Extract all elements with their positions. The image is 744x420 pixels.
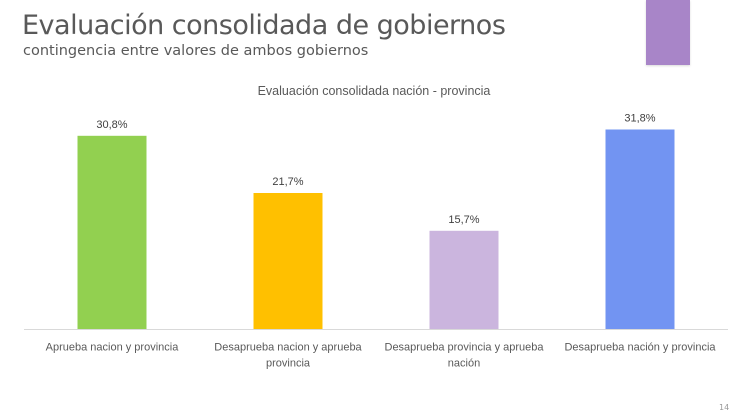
category-label-line: Aprueba nacion y provincia (46, 342, 180, 354)
data-label-4: 31,8% (624, 113, 655, 125)
data-label-1: 30,8% (96, 119, 127, 131)
category-label-line: nación (448, 358, 480, 370)
category-label-line: provincia (266, 358, 311, 370)
category-label-line: Desaprueba nación y provincia (564, 342, 716, 354)
category-label-1: Aprueba nacion y provincia (46, 342, 180, 354)
bar-1 (77, 135, 147, 330)
category-label-4: Desaprueba nación y provincia (564, 342, 716, 354)
page-number: 14 (719, 403, 730, 412)
slide-subtitle: contingencia entre valores de ambos gobi… (23, 43, 369, 59)
category-label-3: Desaprueba provincia y aprueba nación (385, 342, 545, 370)
bar-2 (253, 193, 323, 330)
data-label-3: 15,7% (448, 214, 479, 226)
bar-3 (429, 230, 499, 330)
data-label-2: 21,7% (272, 176, 303, 188)
chart-title: Evaluación consolidada nación - provinci… (258, 84, 491, 98)
category-label-2: Desaprueba nacion y aprueba provincia (214, 342, 362, 370)
category-label-line: Desaprueba nacion y aprueba (214, 342, 362, 354)
slide-title: Evaluación consolidada de gobiernos (22, 10, 506, 41)
accent-block (646, 0, 690, 65)
bar-4 (605, 129, 675, 330)
category-label-line: Desaprueba provincia y aprueba (385, 342, 545, 354)
